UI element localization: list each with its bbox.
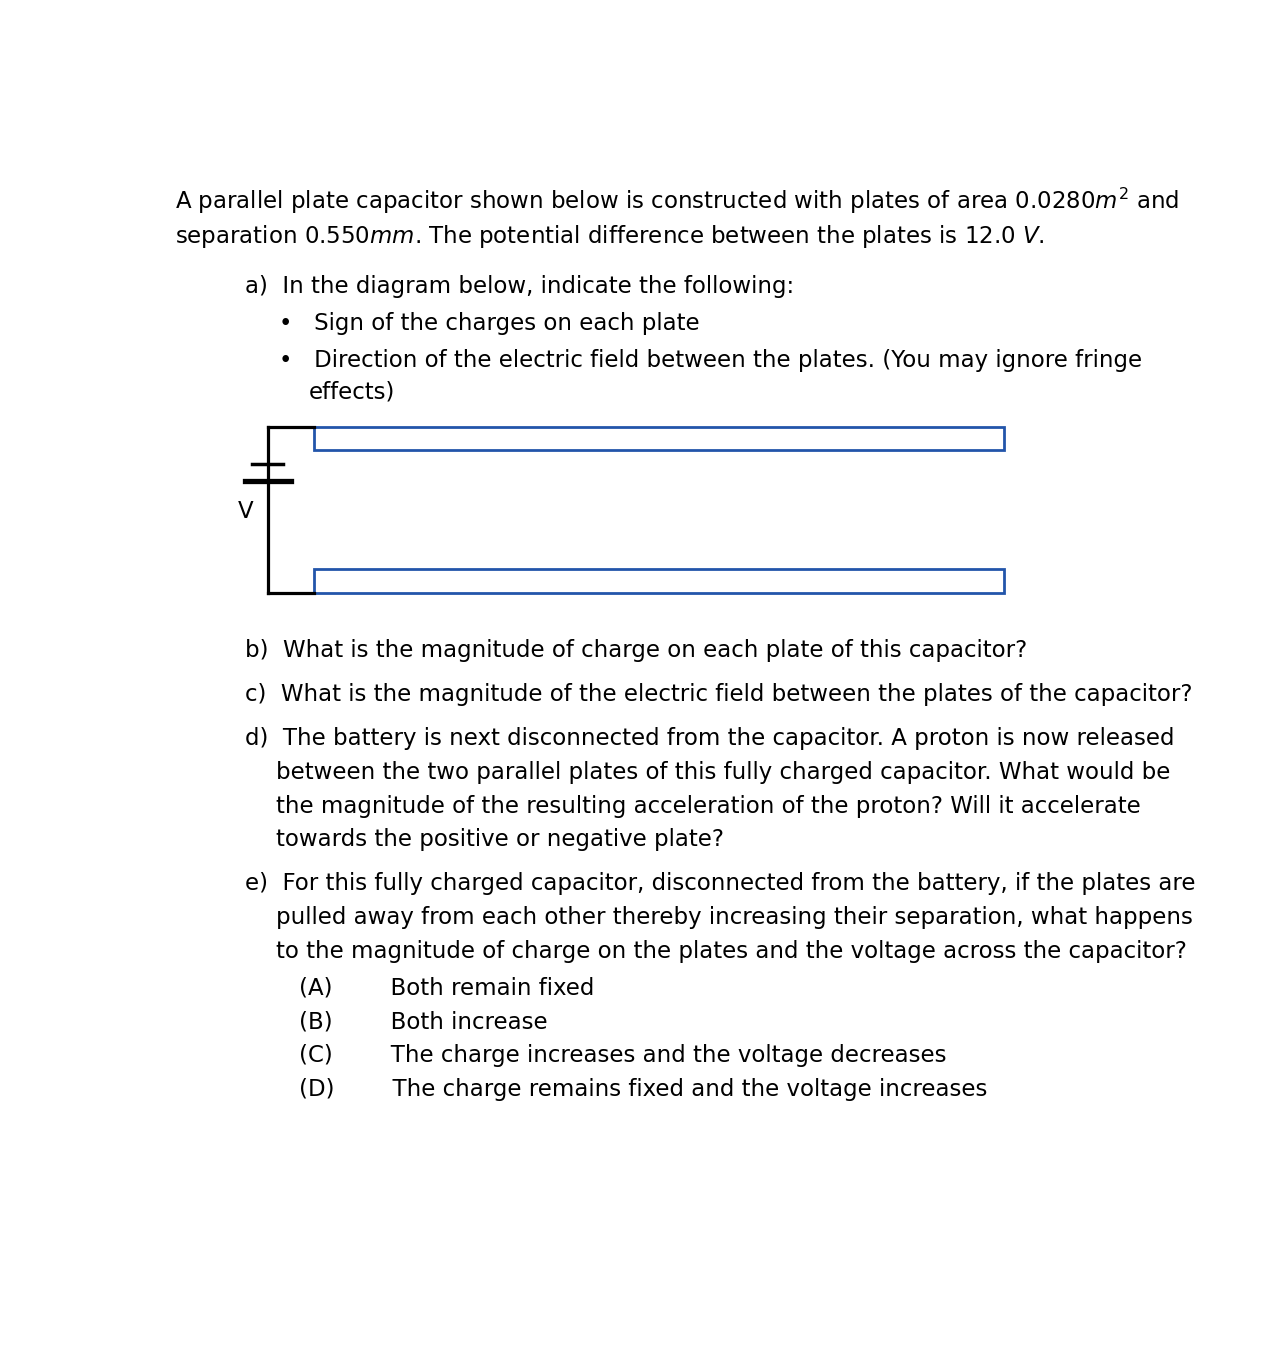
Text: a)  In the diagram below, indicate the following:: a) In the diagram below, indicate the fo…: [245, 274, 794, 297]
Text: e)  For this fully charged capacitor, disconnected from the battery, if the plat: e) For this fully charged capacitor, dis…: [245, 873, 1195, 896]
Text: A parallel plate capacitor shown below is constructed with plates of area 0.0280: A parallel plate capacitor shown below i…: [175, 186, 1178, 216]
Text: separation 0.550$\it{mm}$. The potential difference between the plates is 12.0 $: separation 0.550$\it{mm}$. The potential…: [175, 223, 1045, 251]
Bar: [315, 427, 1004, 451]
Text: to the magnitude of charge on the plates and the voltage across the capacitor?: to the magnitude of charge on the plates…: [275, 940, 1186, 963]
Text: V: V: [238, 500, 254, 523]
Text: (C)        The charge increases and the voltage decreases: (C) The charge increases and the voltage…: [298, 1044, 947, 1067]
Text: c)  What is the magnitude of the electric field between the plates of the capaci: c) What is the magnitude of the electric…: [245, 684, 1192, 706]
Text: between the two parallel plates of this fully charged capacitor. What would be: between the two parallel plates of this …: [275, 760, 1170, 784]
Text: effects): effects): [308, 379, 395, 403]
Text: •   Sign of the charges on each plate: • Sign of the charges on each plate: [279, 312, 699, 334]
Text: b)  What is the magnitude of charge on each plate of this capacitor?: b) What is the magnitude of charge on ea…: [245, 638, 1027, 662]
Text: (D)        The charge remains fixed and the voltage increases: (D) The charge remains fixed and the vol…: [298, 1078, 987, 1101]
Text: (A)        Both remain fixed: (A) Both remain fixed: [298, 977, 594, 1000]
Text: towards the positive or negative plate?: towards the positive or negative plate?: [275, 829, 724, 851]
Text: •   Direction of the electric field between the plates. (You may ignore fringe: • Direction of the electric field betwee…: [279, 349, 1143, 371]
Text: the magnitude of the resulting acceleration of the proton? Will it accelerate: the magnitude of the resulting accelerat…: [275, 795, 1140, 818]
Text: pulled away from each other thereby increasing their separation, what happens: pulled away from each other thereby incr…: [275, 906, 1192, 929]
Text: (B)        Both increase: (B) Both increase: [298, 1011, 548, 1033]
Text: d)  The battery is next disconnected from the capacitor. A proton is now release: d) The battery is next disconnected from…: [245, 727, 1175, 751]
Bar: [315, 570, 1004, 592]
